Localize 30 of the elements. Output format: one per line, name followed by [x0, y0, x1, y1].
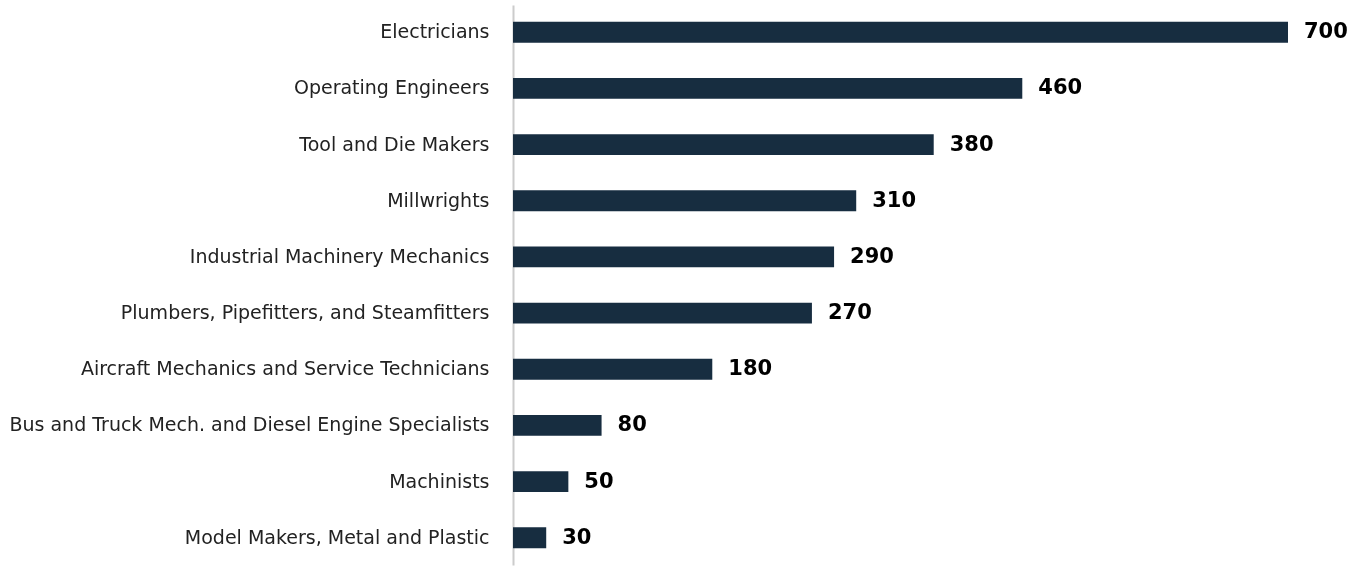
y-tick-label: Millwrights — [387, 188, 490, 211]
y-tick-label: Model Makers, Metal and Plastic — [184, 525, 490, 548]
bar — [513, 471, 569, 492]
bar — [513, 358, 713, 380]
bar — [513, 415, 602, 436]
y-tick-label: Aircraft Mechanics and Service Technicians — [80, 357, 490, 380]
y-tick-label: Operating Engineers — [293, 76, 490, 99]
y-tick-label: Machinists — [389, 469, 490, 492]
y-tick-label: Tool and Die Makers — [298, 132, 490, 155]
data-label: 80 — [617, 412, 647, 437]
data-label: 460 — [1038, 75, 1083, 100]
data-label: 700 — [1304, 19, 1348, 44]
data-label: 30 — [562, 524, 592, 549]
data-label: 50 — [584, 468, 614, 493]
bar — [513, 134, 934, 155]
y-tick-label: Electricians — [380, 20, 490, 43]
data-label: 310 — [872, 187, 917, 212]
bar — [513, 78, 1023, 99]
bar — [513, 527, 547, 549]
data-label: 270 — [827, 300, 872, 325]
data-label: 290 — [850, 243, 894, 268]
y-tick-label: Bus and Truck Mech. and Diesel Engine Specialists — [9, 413, 490, 436]
data-label: 180 — [728, 356, 773, 381]
data-label: 380 — [949, 131, 994, 156]
bar — [513, 190, 857, 212]
bar — [513, 21, 1288, 43]
bar — [513, 302, 812, 324]
bar — [513, 246, 835, 268]
y-tick-label: Industrial Machinery Mechanics — [189, 244, 490, 267]
y-tick-label: Plumbers, Pipefitters, and Steamfitters — [120, 301, 490, 324]
